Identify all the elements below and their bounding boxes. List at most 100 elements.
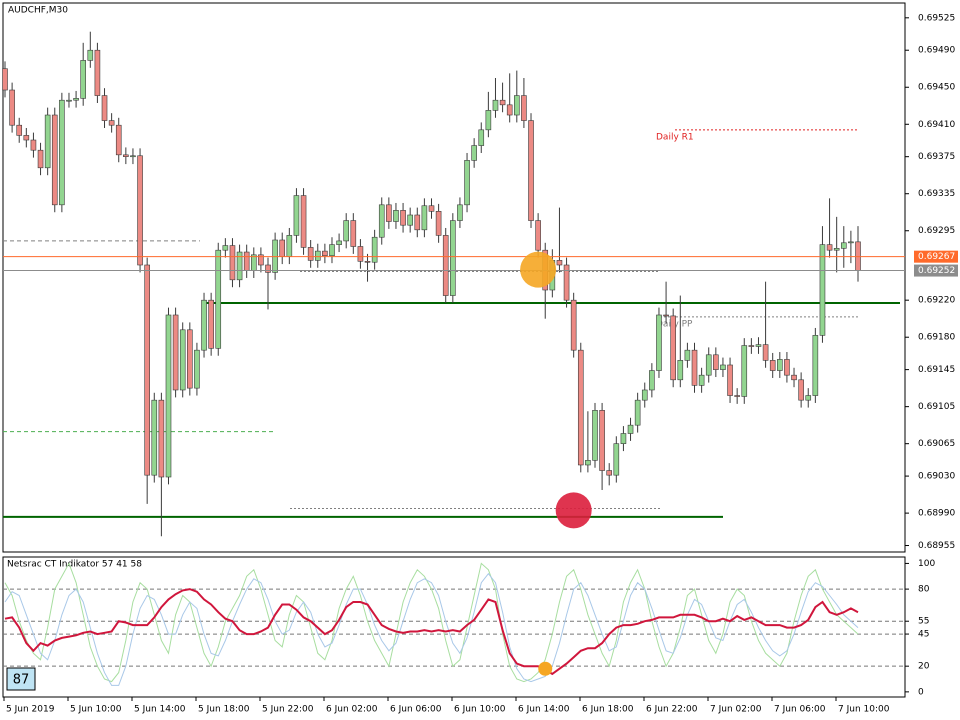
x-tick-label: 6 Jun 02:00 (326, 705, 378, 715)
candle-body (535, 220, 541, 251)
y-tick-label: 0.69030 (918, 472, 955, 482)
indicator-title: Netsrac CT Indikator 57 41 58 (7, 560, 142, 570)
candle-body (485, 110, 492, 131)
y-tick-label: 0.69220 (918, 296, 955, 306)
candle-body (627, 424, 634, 434)
x-tick-label: 6 Jun 18:00 (582, 705, 634, 715)
candle-body (670, 315, 676, 381)
x-tick-label: 7 Jun 06:00 (774, 705, 826, 715)
candle-body (343, 220, 350, 242)
y-tick-label: 100 (918, 559, 935, 569)
candle-body (37, 149, 44, 169)
candle-body (258, 254, 264, 266)
signal-marker (520, 251, 557, 288)
y-tick-label: 0.69335 (918, 189, 955, 199)
candle-body (357, 246, 364, 262)
price-label: 0.69267 (918, 252, 955, 262)
candle-body (286, 235, 293, 257)
candle-body (300, 195, 307, 248)
x-tick-label: 5 Jun 14:00 (134, 705, 186, 715)
price-label-box (914, 264, 958, 277)
candle-body (165, 314, 172, 478)
candle-body (705, 354, 712, 376)
candle-body (87, 49, 94, 61)
price-label: 0.69252 (918, 266, 955, 276)
candle-body (599, 410, 605, 471)
y-tick-label: 0.69490 (918, 46, 955, 56)
candle-body (407, 214, 413, 226)
candle-body (798, 379, 804, 401)
candle-body (51, 114, 58, 206)
candle-body (592, 410, 598, 461)
y-tick-label: 0.69450 (918, 83, 955, 93)
y-tick-label: 0.69410 (918, 120, 955, 130)
y-tick-label: 20 (918, 662, 930, 672)
candle-body (606, 470, 613, 476)
candle-body (457, 204, 463, 221)
y-tick-label: 55 (918, 617, 929, 627)
candle-body (364, 260, 371, 263)
candle-body (101, 95, 108, 121)
candle-body (506, 104, 513, 116)
candle-body (172, 314, 179, 391)
candle-body (94, 49, 101, 96)
candle-body (556, 260, 563, 266)
candle-body (769, 360, 776, 371)
y-tick-label: 0.69375 (918, 152, 955, 162)
candle-body (805, 395, 812, 401)
x-tick-label: 7 Jun 10:00 (838, 705, 890, 715)
candle-body (9, 89, 15, 126)
y-tick-label: 0.69180 (918, 333, 955, 343)
y-tick-label: 80 (918, 585, 930, 595)
candle-body (777, 359, 783, 371)
y-tick-label: 45 (918, 630, 929, 640)
price-label-box (914, 250, 958, 263)
candle-body (73, 98, 79, 101)
candle-body (307, 247, 314, 261)
candle-body (684, 349, 691, 361)
candle-body (826, 244, 833, 251)
x-tick-label: 6 Jun 06:00 (390, 705, 442, 715)
indicator-line (4, 572, 859, 686)
candle-body (201, 299, 207, 351)
candle-body (350, 220, 357, 247)
candle-body (677, 360, 684, 381)
candle-body (720, 364, 726, 370)
y-tick-label: 0.69295 (918, 226, 955, 236)
candle-body (222, 245, 229, 251)
candle-body (144, 264, 150, 476)
candle-body (848, 241, 854, 244)
candle-body (279, 239, 286, 257)
indicator-line (4, 562, 859, 683)
candle-body (322, 250, 328, 257)
candle-body (386, 204, 392, 222)
candle-body (471, 145, 477, 161)
candle-body (634, 399, 641, 426)
y-tick-label: 0.68955 (918, 541, 955, 551)
candle-body (66, 99, 72, 102)
candle-body (265, 264, 271, 273)
y-tick-label: 0.69525 (918, 13, 955, 23)
x-tick-label: 6 Jun 14:00 (518, 705, 570, 715)
candle-body (393, 210, 399, 222)
candle-body (812, 335, 819, 396)
candle-body (151, 399, 158, 476)
candle-body (734, 395, 740, 397)
candle-body (570, 299, 577, 351)
candle-body (243, 251, 250, 271)
candle-body (698, 374, 705, 386)
candle-body (791, 374, 797, 381)
candle-body (577, 349, 584, 466)
signal-marker (555, 492, 592, 529)
y-tick-label: 0 (918, 687, 924, 697)
candle-body (123, 154, 129, 157)
candle-body (236, 251, 243, 281)
candle-body (130, 155, 136, 158)
candle-body (528, 120, 534, 221)
y-tick-label: 0.68990 (918, 509, 955, 519)
indicator-marker (538, 661, 553, 676)
candle-body (250, 254, 257, 271)
candle-body (414, 214, 421, 231)
indicator-line (4, 588, 859, 676)
